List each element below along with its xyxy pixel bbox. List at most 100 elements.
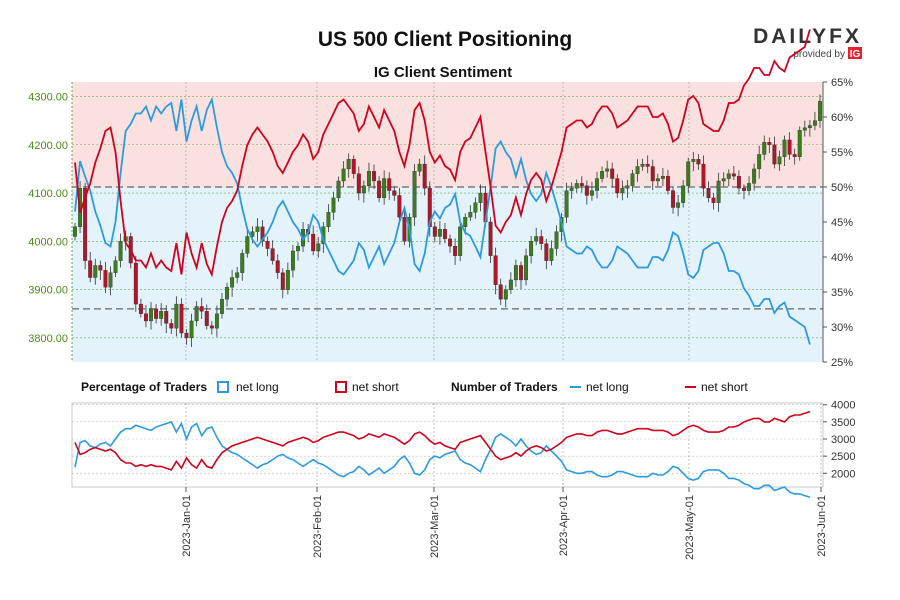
- candle-body: [569, 188, 574, 191]
- date-tick-label: 2023-May-01: [684, 495, 696, 560]
- candle-body: [453, 245, 458, 256]
- candle-body: [209, 325, 214, 329]
- candle-body: [285, 270, 290, 290]
- legend-pct-heading: Percentage of Traders: [81, 380, 207, 394]
- count-net-short-line: [74, 410, 811, 471]
- candle-body: [655, 178, 660, 182]
- short-majority-zone: [72, 82, 823, 187]
- candle-body: [93, 265, 98, 278]
- legend-pct-long-swatch: [217, 381, 229, 393]
- candle-body: [691, 159, 696, 162]
- legend-count-short-label: net short: [701, 380, 748, 394]
- candle-body: [513, 265, 518, 281]
- candle-body: [579, 183, 584, 186]
- count-tick-label: 4000: [831, 400, 855, 412]
- candle-body: [818, 101, 822, 121]
- candle-body: [356, 173, 361, 194]
- candle-body: [194, 306, 199, 322]
- candle-body: [387, 178, 392, 191]
- candle-body: [503, 289, 508, 300]
- candle-body: [113, 260, 118, 273]
- candle-body: [326, 212, 331, 227]
- candle-body: [336, 180, 341, 199]
- legend-count-long-label: net long: [586, 380, 629, 394]
- candle-body: [174, 303, 179, 329]
- candle-body: [660, 175, 665, 179]
- candle-body: [762, 142, 767, 155]
- candle-body: [103, 270, 108, 288]
- candle-body: [757, 154, 762, 170]
- candle-body: [372, 171, 376, 182]
- candle-body: [701, 163, 706, 189]
- candle-body: [204, 311, 209, 326]
- candle-body: [377, 180, 382, 199]
- logo-provided-by: provided by: [793, 49, 845, 60]
- candle-body: [432, 226, 437, 237]
- candle-body: [98, 265, 103, 271]
- candle-body: [417, 163, 422, 172]
- candle-body: [696, 159, 701, 165]
- candle-body: [382, 178, 387, 199]
- candle-body: [473, 202, 478, 213]
- candle-body: [519, 265, 523, 281]
- candle-body: [280, 272, 285, 290]
- legend: Percentage of Traders net long net short…: [81, 380, 748, 394]
- candle-body: [554, 231, 559, 249]
- logo-partner: IG: [850, 49, 861, 60]
- candle-body: [772, 144, 777, 165]
- candle-body: [529, 241, 534, 256]
- dailyfx-logo: DAILYFX provided by IG: [753, 25, 862, 60]
- candle-body: [402, 217, 407, 242]
- candle-body: [260, 226, 265, 242]
- price-tick-label: 4000.00: [28, 236, 68, 248]
- chart-subtitle: IG Client Sentiment: [374, 64, 512, 81]
- legend-pct-long-label: net long: [236, 380, 279, 394]
- candle-body: [752, 168, 757, 184]
- candle-body: [493, 255, 498, 285]
- candle-body: [351, 159, 356, 174]
- candle-body: [230, 277, 235, 288]
- candle-body: [595, 178, 599, 191]
- pct-net-long-line: [74, 96, 811, 345]
- candle-body: [711, 197, 716, 203]
- candle-body: [802, 127, 807, 131]
- candle-body: [635, 166, 640, 174]
- candle-body: [549, 248, 554, 261]
- candle-body: [731, 173, 736, 177]
- candle-body: [807, 125, 812, 129]
- candle-body: [726, 173, 731, 179]
- candle-body: [290, 250, 295, 271]
- candle-body: [118, 241, 123, 261]
- candle-body: [564, 190, 569, 218]
- date-tick-label: 2023-Feb-01: [312, 495, 324, 558]
- candle-body: [747, 183, 751, 191]
- legend-pct-short-label: net short: [352, 380, 399, 394]
- candle-body: [366, 171, 371, 186]
- candle-body: [605, 168, 610, 172]
- candle-body: [361, 185, 366, 194]
- candle-body: [767, 142, 772, 145]
- candle-body: [666, 175, 670, 191]
- candles: [73, 94, 822, 348]
- candle-body: [225, 287, 229, 300]
- candle-body: [448, 238, 452, 247]
- candle-body: [600, 171, 605, 179]
- candle-body: [220, 299, 224, 314]
- price-tick-label: 3900.00: [28, 285, 68, 297]
- candle-body: [149, 308, 153, 322]
- candle-body: [498, 284, 503, 300]
- candle-body: [154, 308, 159, 319]
- pct-tick-label: 30%: [831, 322, 853, 334]
- long-majority-zone: [72, 187, 823, 362]
- candle-body: [138, 303, 143, 314]
- candle-body: [812, 120, 817, 126]
- candle-body: [296, 245, 300, 252]
- pct-tick-label: 55%: [831, 147, 853, 159]
- chart-title: US 500 Client Positioning: [318, 28, 572, 51]
- price-tick-label: 3800.00: [28, 333, 68, 345]
- pct-tick-label: 65%: [831, 77, 853, 89]
- candle-body: [184, 332, 189, 339]
- date-tick-label: 2023-Jan-01: [181, 495, 193, 557]
- date-tick-label: 2023-Jun-01: [816, 495, 828, 557]
